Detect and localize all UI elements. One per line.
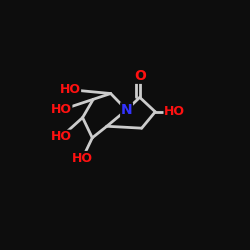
Text: HO: HO <box>72 152 93 164</box>
Text: HO: HO <box>51 104 72 117</box>
Text: N: N <box>121 103 132 117</box>
Text: O: O <box>134 69 146 83</box>
Text: HO: HO <box>51 130 72 143</box>
Text: HO: HO <box>60 83 80 96</box>
Text: HO: HO <box>164 105 185 118</box>
